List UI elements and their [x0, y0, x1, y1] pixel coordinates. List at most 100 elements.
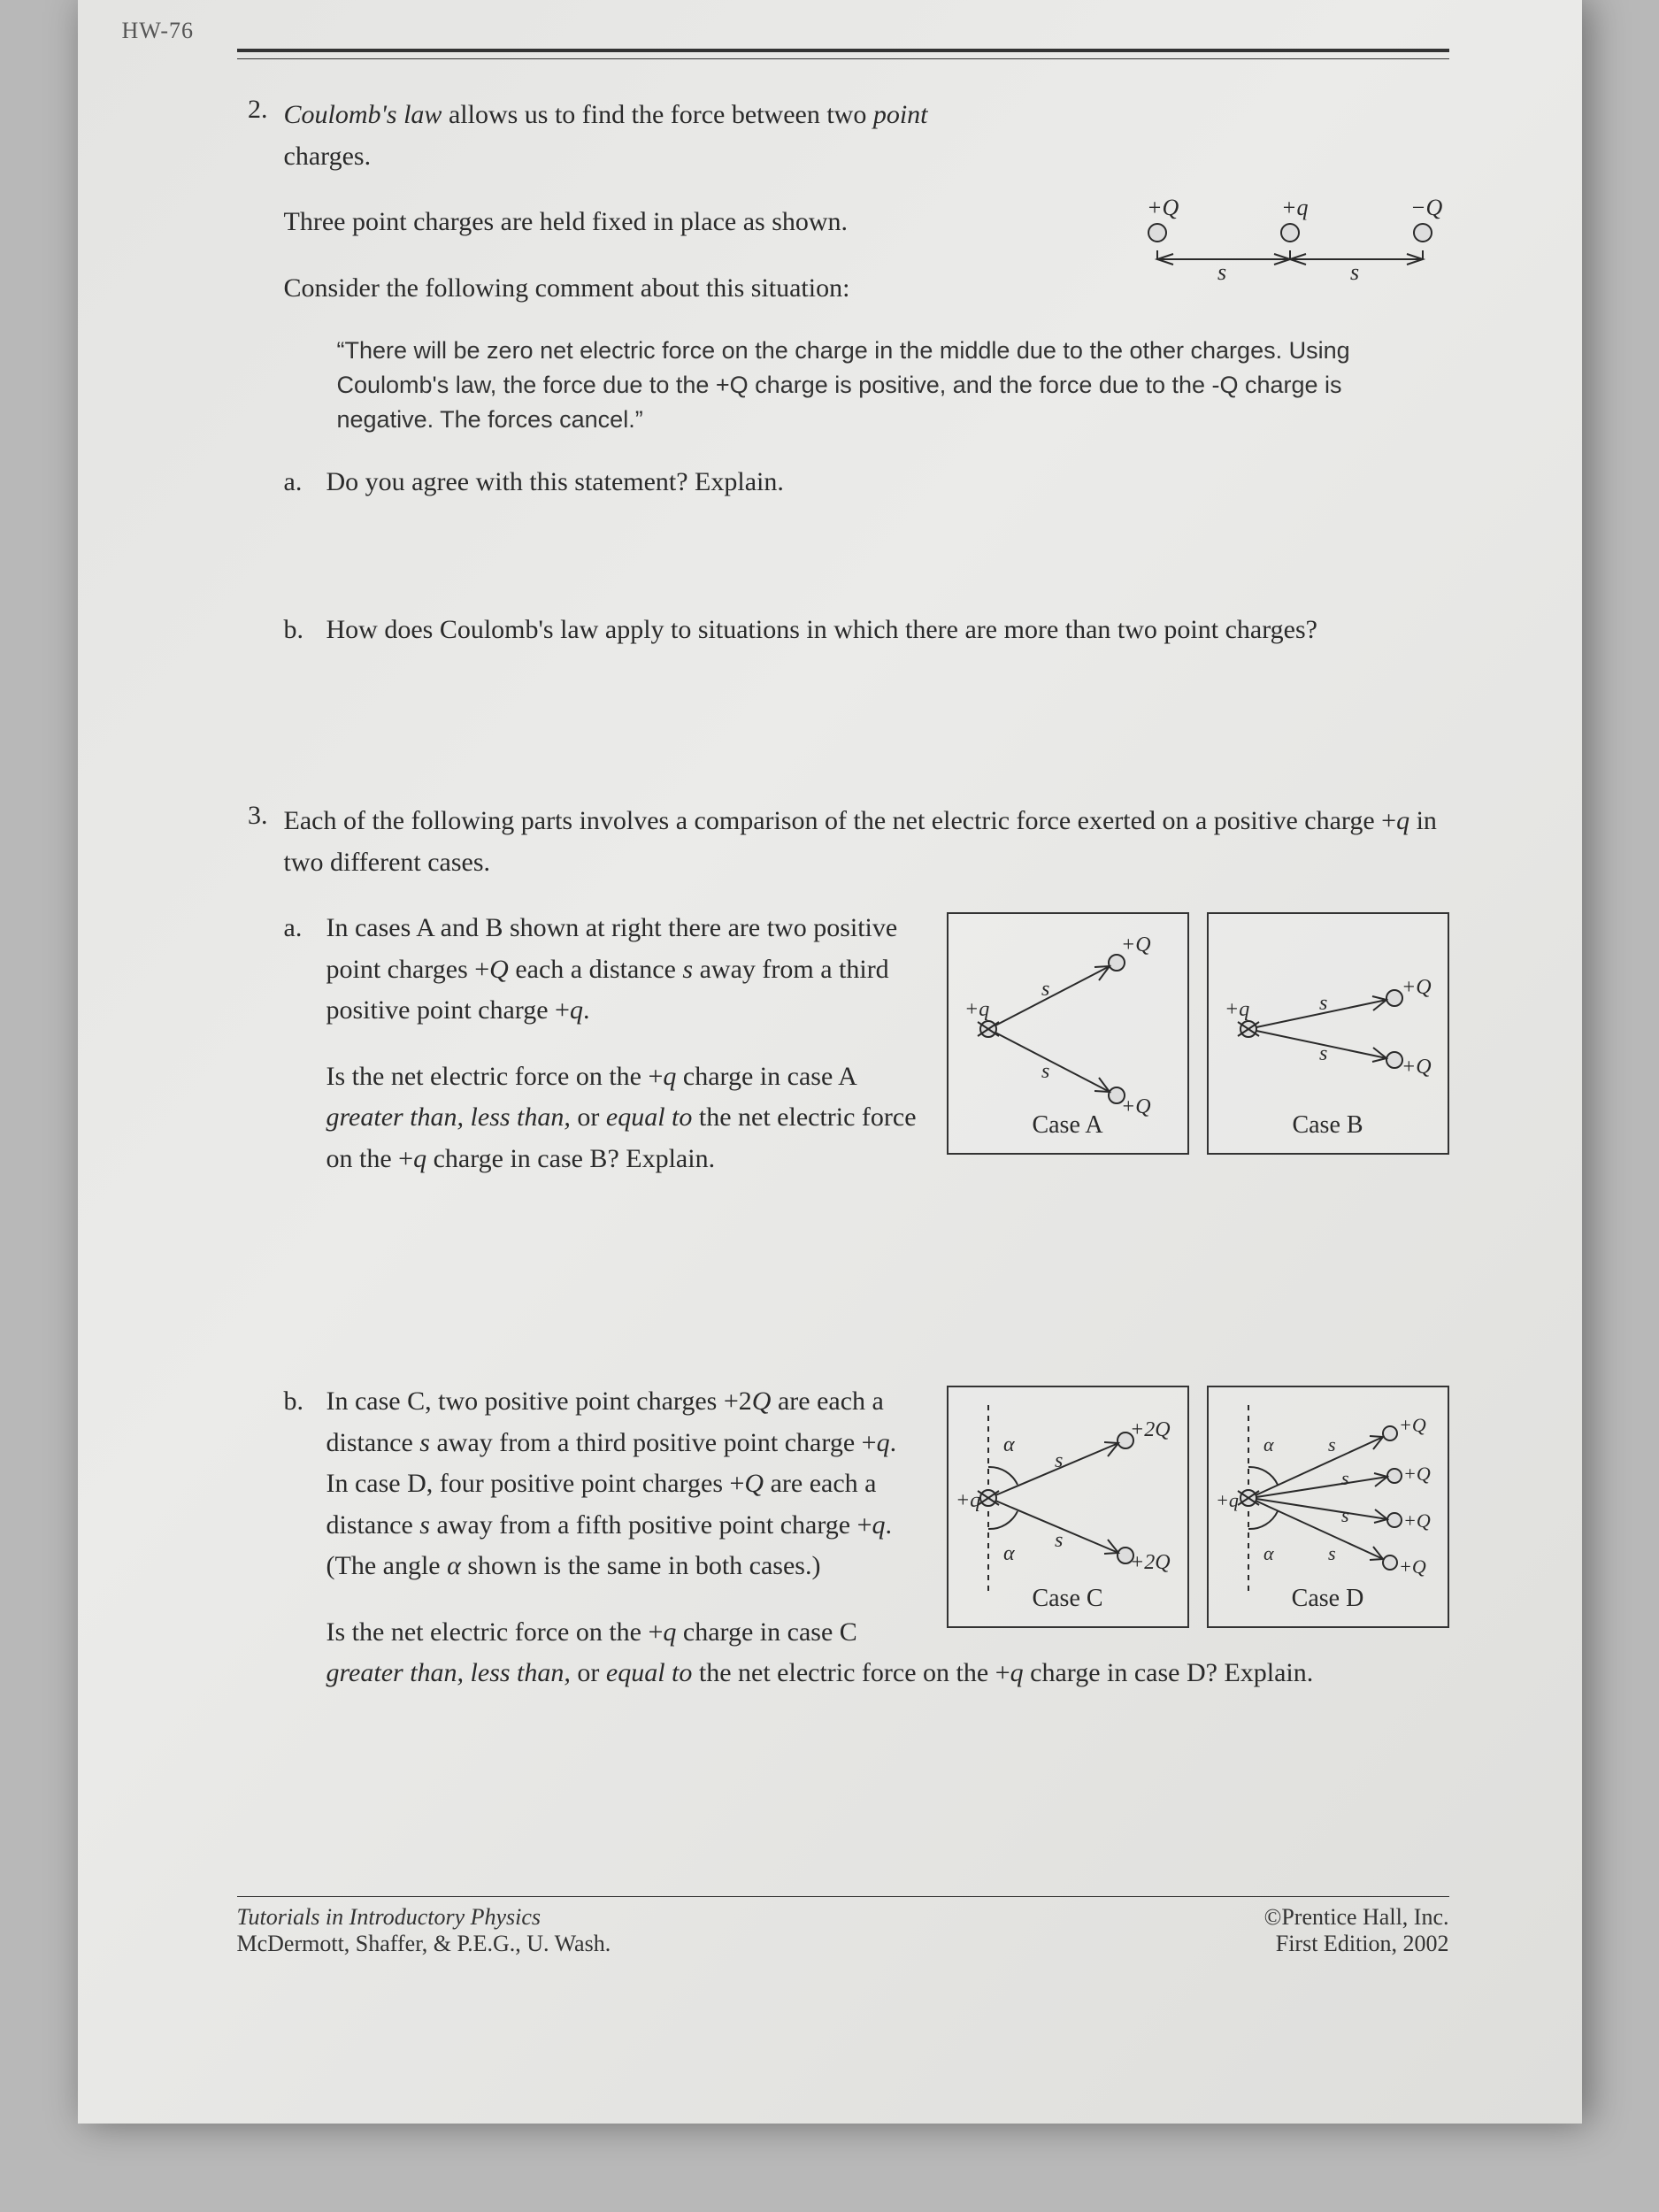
p3b1o: shown is the same in both cases.)	[461, 1551, 821, 1580]
p2-intro1-b: allows us to find the force between two	[442, 100, 872, 129]
p3a2f: equal to	[606, 1102, 693, 1132]
case-a-label: Case A	[1032, 1106, 1102, 1144]
problem-3-num: 3.	[237, 801, 268, 1755]
footer-left2: McDermott, Shaffer, & P.E.G., U. Wash.	[237, 1931, 611, 1957]
p3a2d: greater than, less than,	[326, 1102, 571, 1132]
lbl-mid: +q	[1281, 195, 1309, 220]
svg-text:+q: +q	[956, 1489, 980, 1512]
p2-intro1: Coulomb's law allows us to find the forc…	[284, 95, 1449, 177]
p3a1f: q	[570, 995, 583, 1025]
lbl-s2: s	[1350, 259, 1359, 285]
p3-b-letter: b.	[284, 1381, 311, 1719]
footer-right1: ©Prentice Hall, Inc.	[1264, 1904, 1449, 1931]
svg-text:+Q: +Q	[1403, 1509, 1431, 1532]
problem-2: 2. Coulomb's law allows us to find the f…	[237, 95, 1449, 783]
p3b2d: greater than, less than,	[326, 1658, 571, 1687]
footer-left1: Tutorials in Introductory Physics	[237, 1904, 611, 1931]
svg-text:s: s	[1319, 1042, 1327, 1065]
p2-a-text: Do you agree with this statement? Explai…	[326, 462, 1449, 503]
svg-text:+Q: +Q	[1403, 1463, 1431, 1485]
p3a2a: Is the net electric force on the +	[326, 1062, 664, 1091]
p3a2h: q	[413, 1144, 426, 1173]
footer-right: ©Prentice Hall, Inc. First Edition, 2002	[1264, 1904, 1449, 1957]
footer-left: Tutorials in Introductory Physics McDerm…	[237, 1904, 611, 1957]
p3b2g: the net electric force on the +	[692, 1658, 1010, 1687]
p3a1c: each a distance	[509, 955, 683, 984]
svg-text:s: s	[1055, 1449, 1063, 1472]
cases-cd: +q +2Q +2Q s s α α Case C	[947, 1386, 1449, 1628]
p3b1b: Q	[752, 1386, 772, 1416]
svg-text:+Q: +Q	[1121, 1095, 1151, 1118]
svg-text:α: α	[1263, 1542, 1274, 1564]
p2-a-letter: a.	[284, 462, 311, 503]
p3a2b: q	[663, 1062, 676, 1091]
svg-text:s: s	[1041, 978, 1049, 1001]
case-c-box: +q +2Q +2Q s s α α Case C	[947, 1386, 1189, 1628]
svg-text:s: s	[1328, 1433, 1336, 1455]
p3a1g: .	[583, 995, 590, 1025]
svg-text:s: s	[1341, 1467, 1349, 1489]
p3a1b: Q	[489, 955, 509, 984]
problem-2-num: 2.	[237, 95, 268, 783]
footer-right2: First Edition, 2002	[1264, 1931, 1449, 1957]
footer: Tutorials in Introductory Physics McDerm…	[237, 1896, 1449, 1957]
p3a2e: or	[571, 1102, 606, 1132]
p2-b-text: How does Coulomb's law apply to situatio…	[326, 610, 1449, 651]
p3b1a: In case C, two positive point charges +2	[326, 1386, 752, 1416]
p2-sub-a: a. Do you agree with this statement? Exp…	[284, 462, 1449, 503]
svg-text:+Q: +Q	[1402, 1056, 1432, 1079]
p3-i-a: Each of the following parts involves a c…	[284, 806, 1397, 835]
svg-text:α: α	[1263, 1433, 1274, 1455]
cases-ab: +q +Q +Q s s Case A	[947, 912, 1449, 1155]
svg-text:+Q: +Q	[1121, 933, 1151, 956]
top-rule	[237, 49, 1449, 59]
page: HW-76 2. Coulomb's law allows us to find…	[78, 0, 1582, 2124]
problem-3-body: Each of the following parts involves a c…	[284, 801, 1449, 1755]
case-b-label: Case B	[1292, 1106, 1363, 1144]
p3b2h: q	[1010, 1658, 1024, 1687]
svg-text:+2Q: +2Q	[1130, 1418, 1171, 1441]
p3b2i: charge in case D? Explain.	[1024, 1658, 1314, 1687]
p3a1d: s	[682, 955, 693, 984]
svg-text:α: α	[1003, 1542, 1015, 1565]
p3b1n: α	[447, 1551, 461, 1580]
svg-text:α: α	[1003, 1433, 1015, 1456]
p3a2c: charge in case A	[676, 1062, 856, 1091]
svg-text:+2Q: +2Q	[1130, 1551, 1171, 1574]
p3b1e: away from a third positive point charge …	[430, 1428, 877, 1457]
header-label: HW-76	[122, 18, 195, 44]
lbl-left: +Q	[1147, 195, 1179, 220]
p2-b-letter: b.	[284, 610, 311, 651]
svg-text:s: s	[1041, 1060, 1049, 1083]
svg-text:+Q: +Q	[1399, 1555, 1426, 1578]
p3b2c: charge in case C	[676, 1617, 856, 1647]
case-b-box: +q +Q +Q s s Case B	[1207, 912, 1449, 1155]
p3b2e: or	[571, 1658, 606, 1687]
p2-quote: “There will be zero net electric force o…	[337, 334, 1414, 437]
p3-sub-a: a.	[284, 908, 1449, 1204]
p3-i-b: q	[1396, 806, 1409, 835]
p3b1j: s	[419, 1510, 430, 1540]
p3b2f: equal to	[606, 1658, 693, 1687]
svg-text:+q: +q	[964, 998, 989, 1021]
svg-text:s: s	[1341, 1504, 1349, 1526]
problem-2-body: Coulomb's law allows us to find the forc…	[284, 95, 1449, 783]
p3b1l: q	[872, 1510, 886, 1540]
svg-text:+q: +q	[1216, 1489, 1239, 1511]
p3a2i: charge in case B? Explain.	[426, 1144, 715, 1173]
p3b1f: q	[877, 1428, 890, 1457]
p3-intro: Each of the following parts involves a c…	[284, 801, 1449, 883]
p2-intro1-d: charges.	[284, 142, 372, 171]
p3-b-body: +q +2Q +2Q s s α α Case C	[326, 1381, 1449, 1719]
case-c-label: Case C	[1032, 1579, 1102, 1617]
problem-3: 3. Each of the following parts involves …	[237, 801, 1449, 1755]
lbl-s1: s	[1217, 259, 1226, 285]
p2-intro1-c: point	[873, 100, 928, 129]
p2-sub-b: b. How does Coulomb's law apply to situa…	[284, 610, 1449, 651]
p3b2b: q	[663, 1617, 676, 1647]
p2-intro1-a: Coulomb's law	[284, 100, 442, 129]
svg-text:+q: +q	[1225, 998, 1249, 1021]
p3b2a: Is the net electric force on the +	[326, 1617, 664, 1647]
svg-text:+Q: +Q	[1399, 1414, 1426, 1436]
svg-text:s: s	[1055, 1529, 1063, 1552]
